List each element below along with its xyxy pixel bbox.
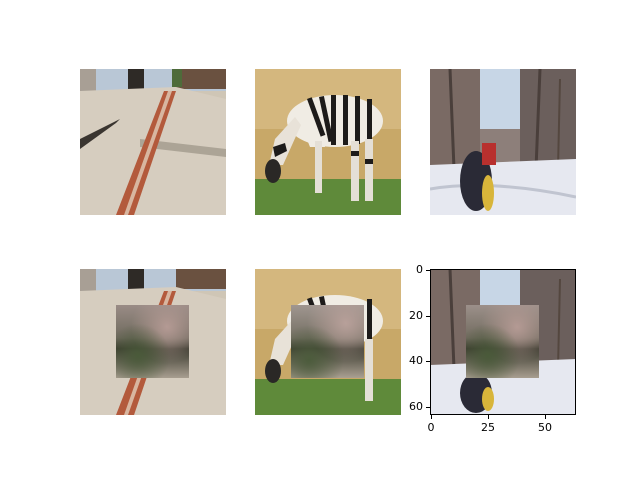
y-tick: [426, 407, 430, 408]
x-tick-label: 0: [427, 421, 435, 434]
y-tick: [426, 270, 430, 271]
panel-snow-original: [430, 69, 576, 215]
panel-zebra-original: [255, 69, 401, 215]
y-tick-label: 20: [409, 309, 423, 322]
panel-zebra-masked: [255, 269, 401, 415]
inpainted-patch: [116, 305, 189, 378]
y-tick-label: 0: [416, 263, 423, 276]
x-tick: [431, 415, 432, 419]
panel-sidewalk-original: [80, 69, 226, 215]
y-tick-label: 60: [409, 400, 423, 413]
x-tick-label: 50: [538, 421, 552, 434]
inpainted-patch: [291, 305, 364, 378]
inpainted-patch: [466, 305, 539, 378]
x-tick-label: 25: [481, 421, 495, 434]
x-tick: [545, 415, 546, 419]
x-tick: [488, 415, 489, 419]
panel-sidewalk-masked: [80, 269, 226, 415]
panel-snow-masked: [430, 269, 576, 415]
y-tick: [426, 361, 430, 362]
y-tick-label: 40: [409, 354, 423, 367]
y-tick: [426, 316, 430, 317]
